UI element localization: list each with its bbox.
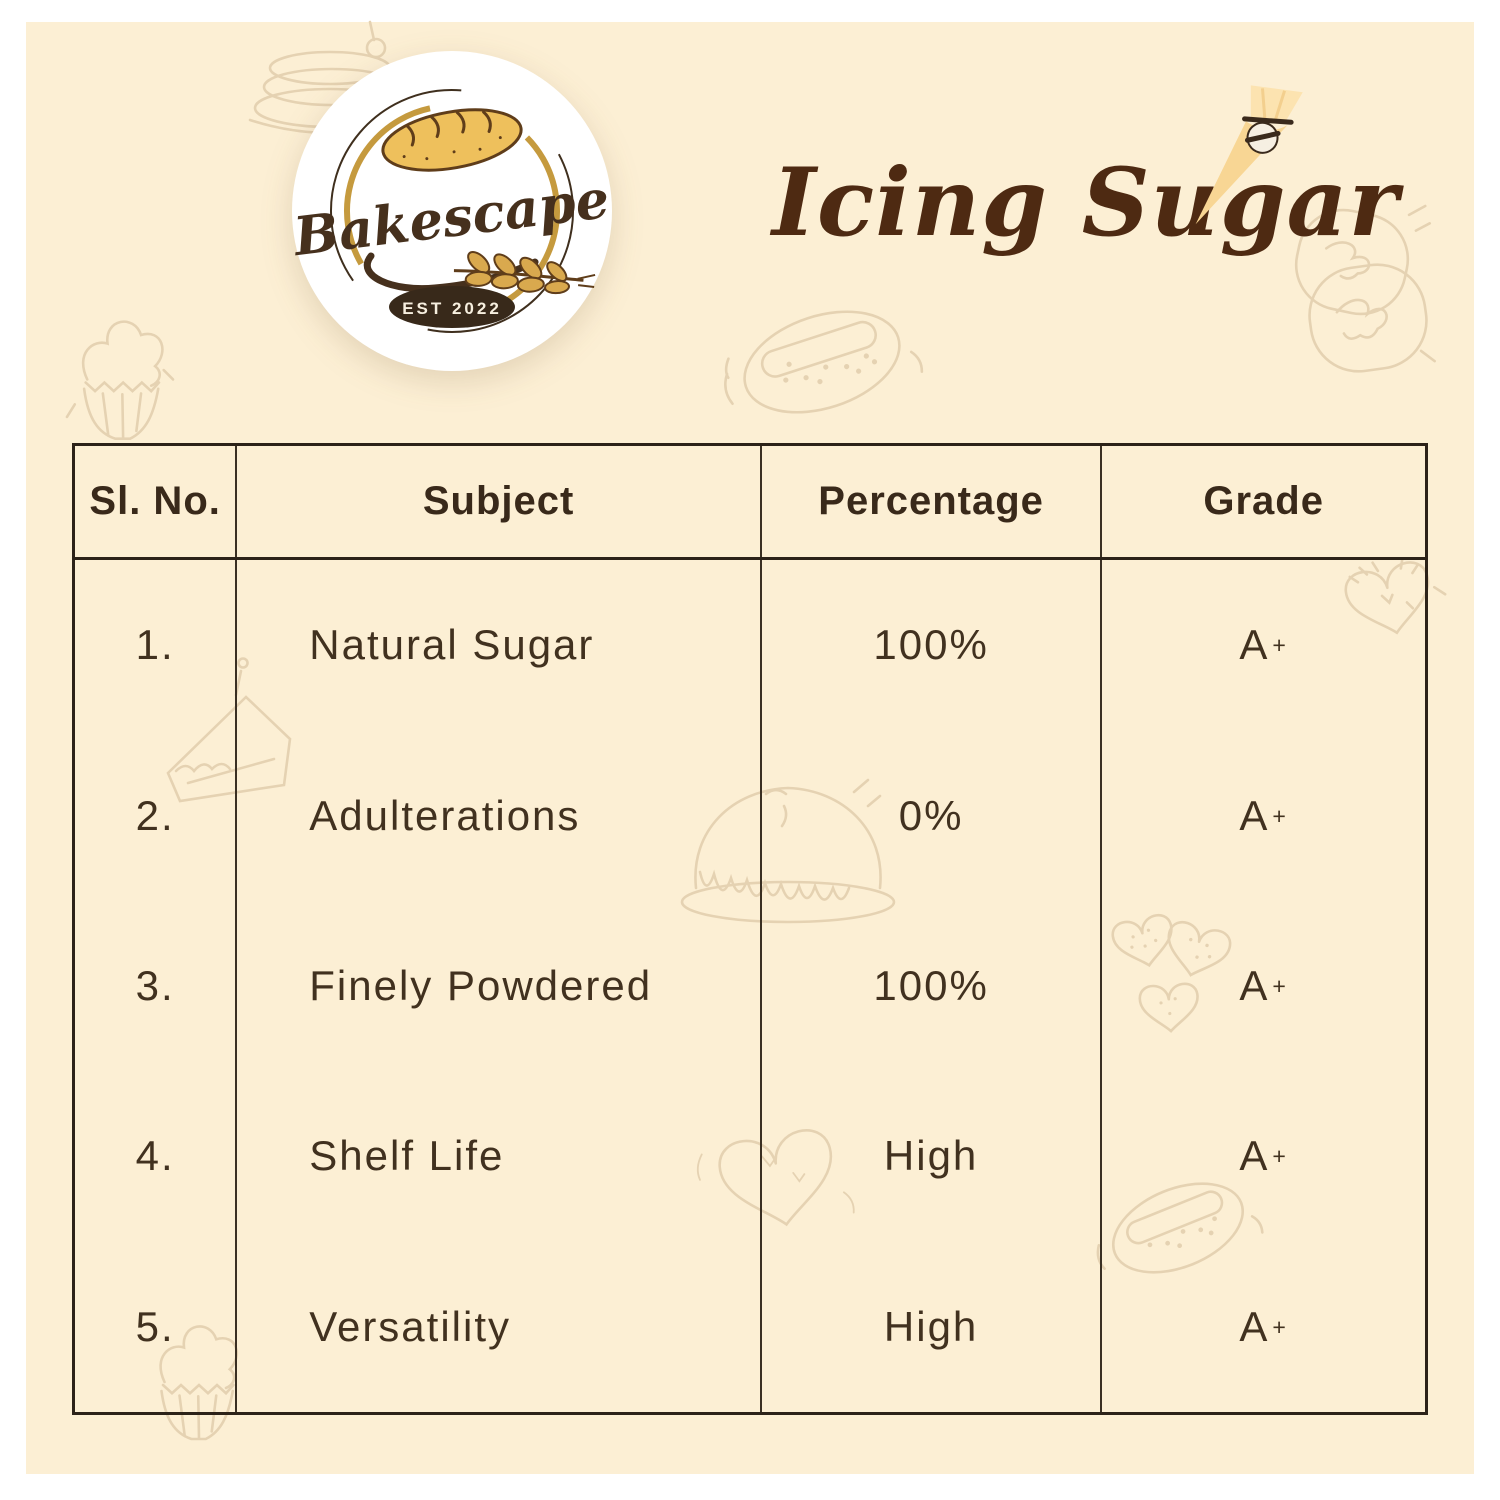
grade-value: A xyxy=(1239,1132,1270,1180)
piping-bag-icon xyxy=(1188,80,1348,250)
cell-subject: Natural Sugar xyxy=(237,560,762,731)
col-header-grade: Grade xyxy=(1203,479,1324,523)
cell-grade: A + xyxy=(1239,791,1288,839)
buns-doodle-icon xyxy=(1288,182,1435,377)
cupcake-doodle-icon xyxy=(67,322,173,439)
col-header-subject: Subject xyxy=(237,446,762,557)
table-row: 3. Finely Powdered 100% A + xyxy=(75,900,1425,1072)
grade-value: A xyxy=(1239,621,1270,669)
logo-est-text: EST 2022 xyxy=(402,299,502,318)
table-row: 5. Versatility High A + xyxy=(75,1241,1425,1413)
cell-subject: Adulterations xyxy=(237,730,762,901)
cell-sl-no: 3. xyxy=(75,900,238,1072)
grade-value: A xyxy=(1239,962,1270,1010)
cell-grade: A + xyxy=(1239,962,1288,1010)
cell-percentage: 100% xyxy=(762,560,1103,731)
cell-subject: Finely Powdered xyxy=(237,900,762,1072)
bakescape-logo: Bakescape EST 2022 xyxy=(285,44,619,380)
heart-cookies-trio-doodle-icon xyxy=(1110,913,1233,1033)
cell-subject: Shelf Life xyxy=(237,1071,762,1242)
table-header-row: Sl. No. Subject Percentage Grade xyxy=(75,446,1425,560)
table-row: 2. Adulterations 0% A + xyxy=(75,730,1425,901)
hot-dog-2-doodle-icon xyxy=(1084,1163,1264,1297)
birthday-cake-doodle-icon xyxy=(168,659,290,802)
hot-dog-doodle-icon xyxy=(712,289,925,436)
table-row: 1. Natural Sugar 100% A + xyxy=(75,560,1425,731)
cell-grade: A + xyxy=(1239,1132,1288,1180)
bread-loaf-icon xyxy=(381,108,523,172)
page-title: Icing Sugar xyxy=(772,148,1400,258)
grade-value: A xyxy=(1239,1302,1270,1350)
cell-grade: A + xyxy=(1239,1302,1288,1350)
cell-subject: Versatility xyxy=(237,1241,762,1413)
cell-sl-no: 4. xyxy=(75,1071,238,1242)
bundt-cake-doodle-icon xyxy=(682,780,894,922)
comparison-table: Sl. No. Subject Percentage Grade 1. Natu… xyxy=(72,443,1428,1415)
col-header-sl-no: Sl. No. xyxy=(75,446,238,557)
grade-value: A xyxy=(1239,791,1270,839)
cell-sl-no: 2. xyxy=(75,730,238,901)
table-row: 4. Shelf Life High A + xyxy=(75,1071,1425,1242)
heart-doodle-icon xyxy=(694,1124,855,1238)
cell-percentage: 100% xyxy=(762,900,1103,1072)
cell-percentage: High xyxy=(762,1241,1103,1413)
wheat-icon xyxy=(453,251,596,295)
cell-sl-no: 5. xyxy=(75,1241,238,1413)
cupcake-2-doodle-icon xyxy=(161,1326,237,1439)
cell-percentage: High xyxy=(762,1071,1103,1242)
cell-percentage: 0% xyxy=(762,730,1103,901)
cell-grade: A + xyxy=(1239,621,1288,669)
cell-sl-no: 1. xyxy=(75,560,238,731)
col-header-percentage: Percentage xyxy=(762,446,1103,557)
heart-cookie-doodle-icon xyxy=(1341,549,1451,641)
card-background xyxy=(26,22,1474,1474)
